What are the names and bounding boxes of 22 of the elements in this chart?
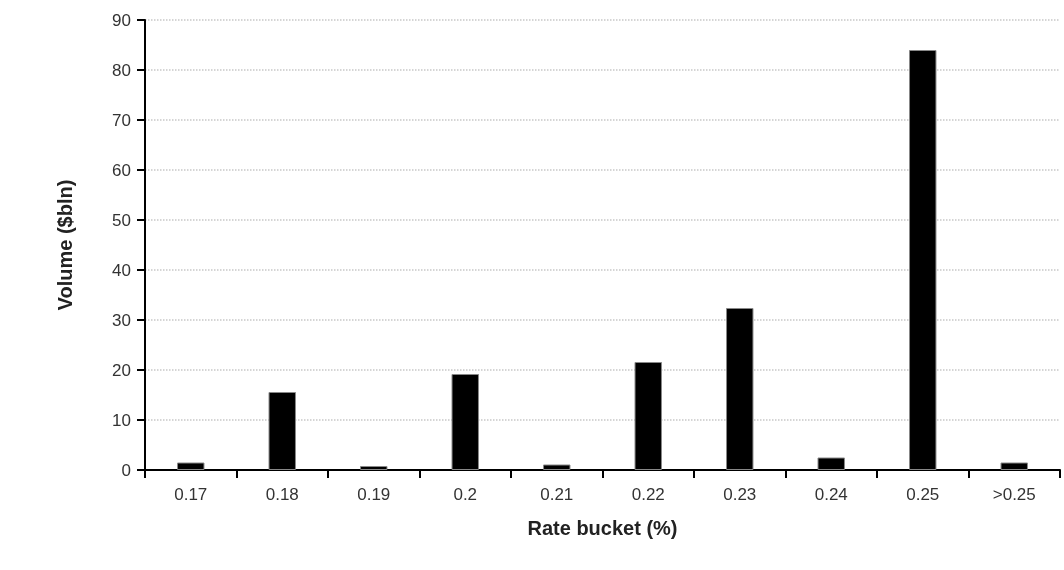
y-tick-label: 70 bbox=[112, 110, 131, 130]
x-tick-label: 0.25 bbox=[906, 485, 940, 504]
y-tick-label: 90 bbox=[112, 10, 131, 30]
x-axis-title: Rate bucket (%) bbox=[527, 517, 678, 539]
x-tick-label: 0.22 bbox=[631, 485, 665, 504]
y-axis-title: Volume ($bln) bbox=[54, 179, 76, 311]
x-tick-label: 0.21 bbox=[540, 485, 574, 504]
y-tick-label: 50 bbox=[112, 210, 131, 230]
y-tick-label: 0 bbox=[121, 460, 131, 480]
y-tick-label: 20 bbox=[112, 360, 131, 380]
y-tick-label: 10 bbox=[112, 410, 131, 430]
y-tick-label: 60 bbox=[112, 160, 131, 180]
x-tick-label: >0.25 bbox=[992, 485, 1036, 504]
y-tick-label: 40 bbox=[112, 260, 131, 280]
x-tick-label: 0.23 bbox=[723, 485, 757, 504]
x-tick-label: 0.24 bbox=[814, 485, 848, 504]
x-tick-label: 0.2 bbox=[453, 485, 478, 504]
y-tick-label: 30 bbox=[112, 310, 131, 330]
x-tick-label: 0.18 bbox=[265, 485, 299, 504]
x-tick-label: 0.19 bbox=[357, 485, 391, 504]
x-tick-label: 0.17 bbox=[174, 485, 208, 504]
y-tick-label: 80 bbox=[112, 60, 131, 80]
